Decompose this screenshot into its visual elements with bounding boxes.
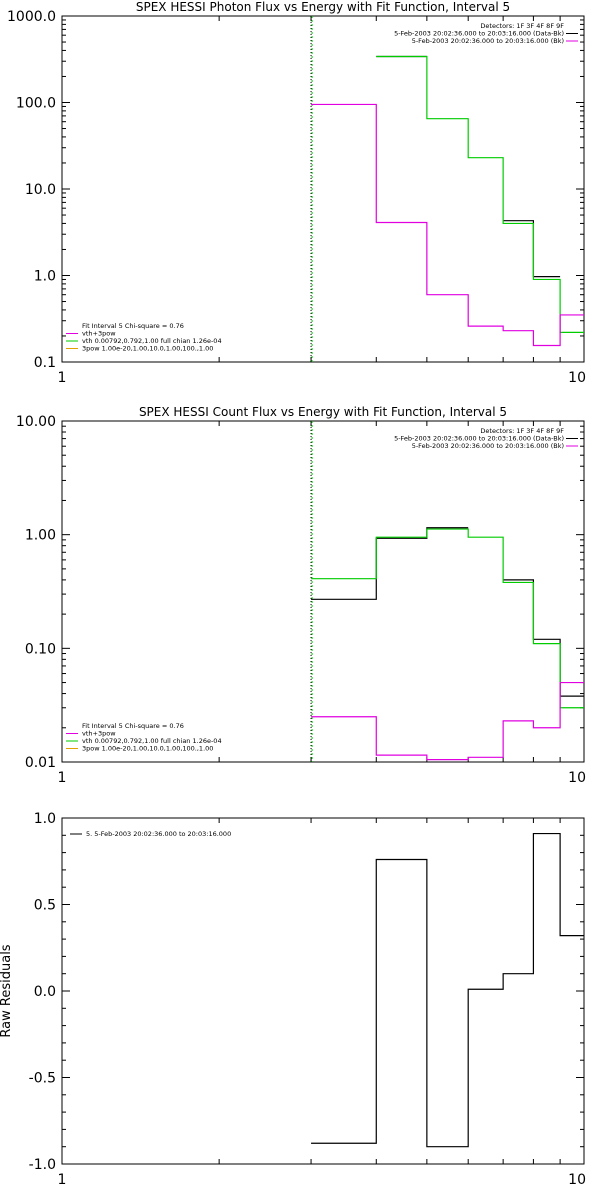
y-tick-label-2-0: 1.0 [34, 811, 56, 827]
y-tick-label-0-1: 100.0 [16, 96, 56, 112]
legend-text-legend_bottom_left-0-1: vth+3pow [82, 330, 116, 338]
chart-title-0: SPEX HESSI Photon Flux vs Energy with Fi… [136, 0, 510, 14]
legend-text-legend_top_right-0-2: 5-Feb-2003 20:02:36.000 to 20:03:16.000 … [412, 37, 564, 45]
y-tick-label-2-3: -0.5 [29, 1071, 56, 1087]
legend-text-legend_bottom_left-0-2: vth 0.00792,0.792,1.00 full chian 1.26e-… [82, 337, 222, 345]
plot-frame-0 [61, 15, 585, 363]
x-tick-label-2-1: 10 [568, 1172, 586, 1188]
series-0-2 [311, 103, 584, 347]
legend-text-legend_top_right-0-1: 5-Feb-2003 20:02:36.000 to 20:03:16.000 … [394, 30, 564, 38]
legend-text-legend_bottom_left-1-3: 3pow 1.00e-20,1.00,10.0,1.00,100.,1.00 [82, 745, 213, 753]
chart-title-1: SPEX HESSI Count Flux vs Energy with Fit… [139, 405, 507, 419]
series-0-1 [376, 55, 584, 333]
legend-text-legend_bottom_left-1-1: vth+3pow [82, 730, 116, 738]
y-tick-label-1-1: 1.00 [25, 528, 56, 544]
series-1-2 [311, 681, 584, 761]
y-tick-label-2-4: -1.0 [29, 1157, 56, 1173]
y-tick-label-0-2: 10.0 [25, 182, 56, 198]
y-tick-label-0-3: 1.0 [34, 269, 56, 285]
y-tick-label-1-2: 0.10 [25, 641, 56, 657]
x-tick-label-1-0: 1 [58, 770, 67, 786]
y-axis-label-2: Raw Residuals [0, 944, 14, 1037]
x-tick-label-0-1: 10 [568, 370, 586, 386]
y-tick-label-2-2: 0.0 [34, 984, 56, 1000]
series-0-0 [376, 55, 561, 278]
legend-text-legend_top_left-2-0: 5. 5-Feb-2003 20:02:36.000 to 20:03:16.0… [86, 830, 231, 838]
plot-frame-2 [61, 817, 585, 1165]
series-1-1 [311, 528, 584, 709]
legend-text-legend_bottom_left-0-0: Fit Interval 5 Chi-square = 0.76 [82, 322, 184, 330]
x-tick-label-2-0: 1 [58, 1172, 67, 1188]
legend-text-legend_bottom_left-1-0: Fit Interval 5 Chi-square = 0.76 [82, 722, 184, 730]
y-tick-label-1-3: 0.01 [25, 755, 56, 771]
y-tick-label-0-4: 0.1 [34, 355, 56, 371]
plot-frame-1 [61, 420, 585, 763]
series-2-0 [311, 832, 584, 1148]
series-1-0 [311, 527, 584, 697]
x-tick-label-1-1: 10 [568, 770, 586, 786]
legend-text-legend_top_right-1-2: 5-Feb-2003 20:02:36.000 to 20:03:16.000 … [412, 442, 564, 450]
y-tick-label-2-1: 0.5 [34, 898, 56, 914]
legend-text-legend_bottom_left-0-3: 3pow 1.00e-20,1.00,10.0,1.00,100.,1.00 [82, 345, 213, 353]
legend-text-legend_top_right-1-1: 5-Feb-2003 20:02:36.000 to 20:03:16.000 … [394, 435, 564, 443]
y-tick-label-0-0: 1000.0 [7, 9, 56, 25]
x-tick-label-0-0: 1 [58, 370, 67, 386]
y-tick-label-1-0: 10.00 [16, 414, 56, 430]
legend-text-legend_top_right-0-0: Detectors: 1F 3F 4F 8F 9F [480, 22, 564, 30]
legend-text-legend_bottom_left-1-2: vth 0.00792,0.792,1.00 full chian 1.26e-… [82, 737, 222, 745]
legend-text-legend_top_right-1-0: Detectors: 1F 3F 4F 8F 9F [480, 427, 564, 435]
